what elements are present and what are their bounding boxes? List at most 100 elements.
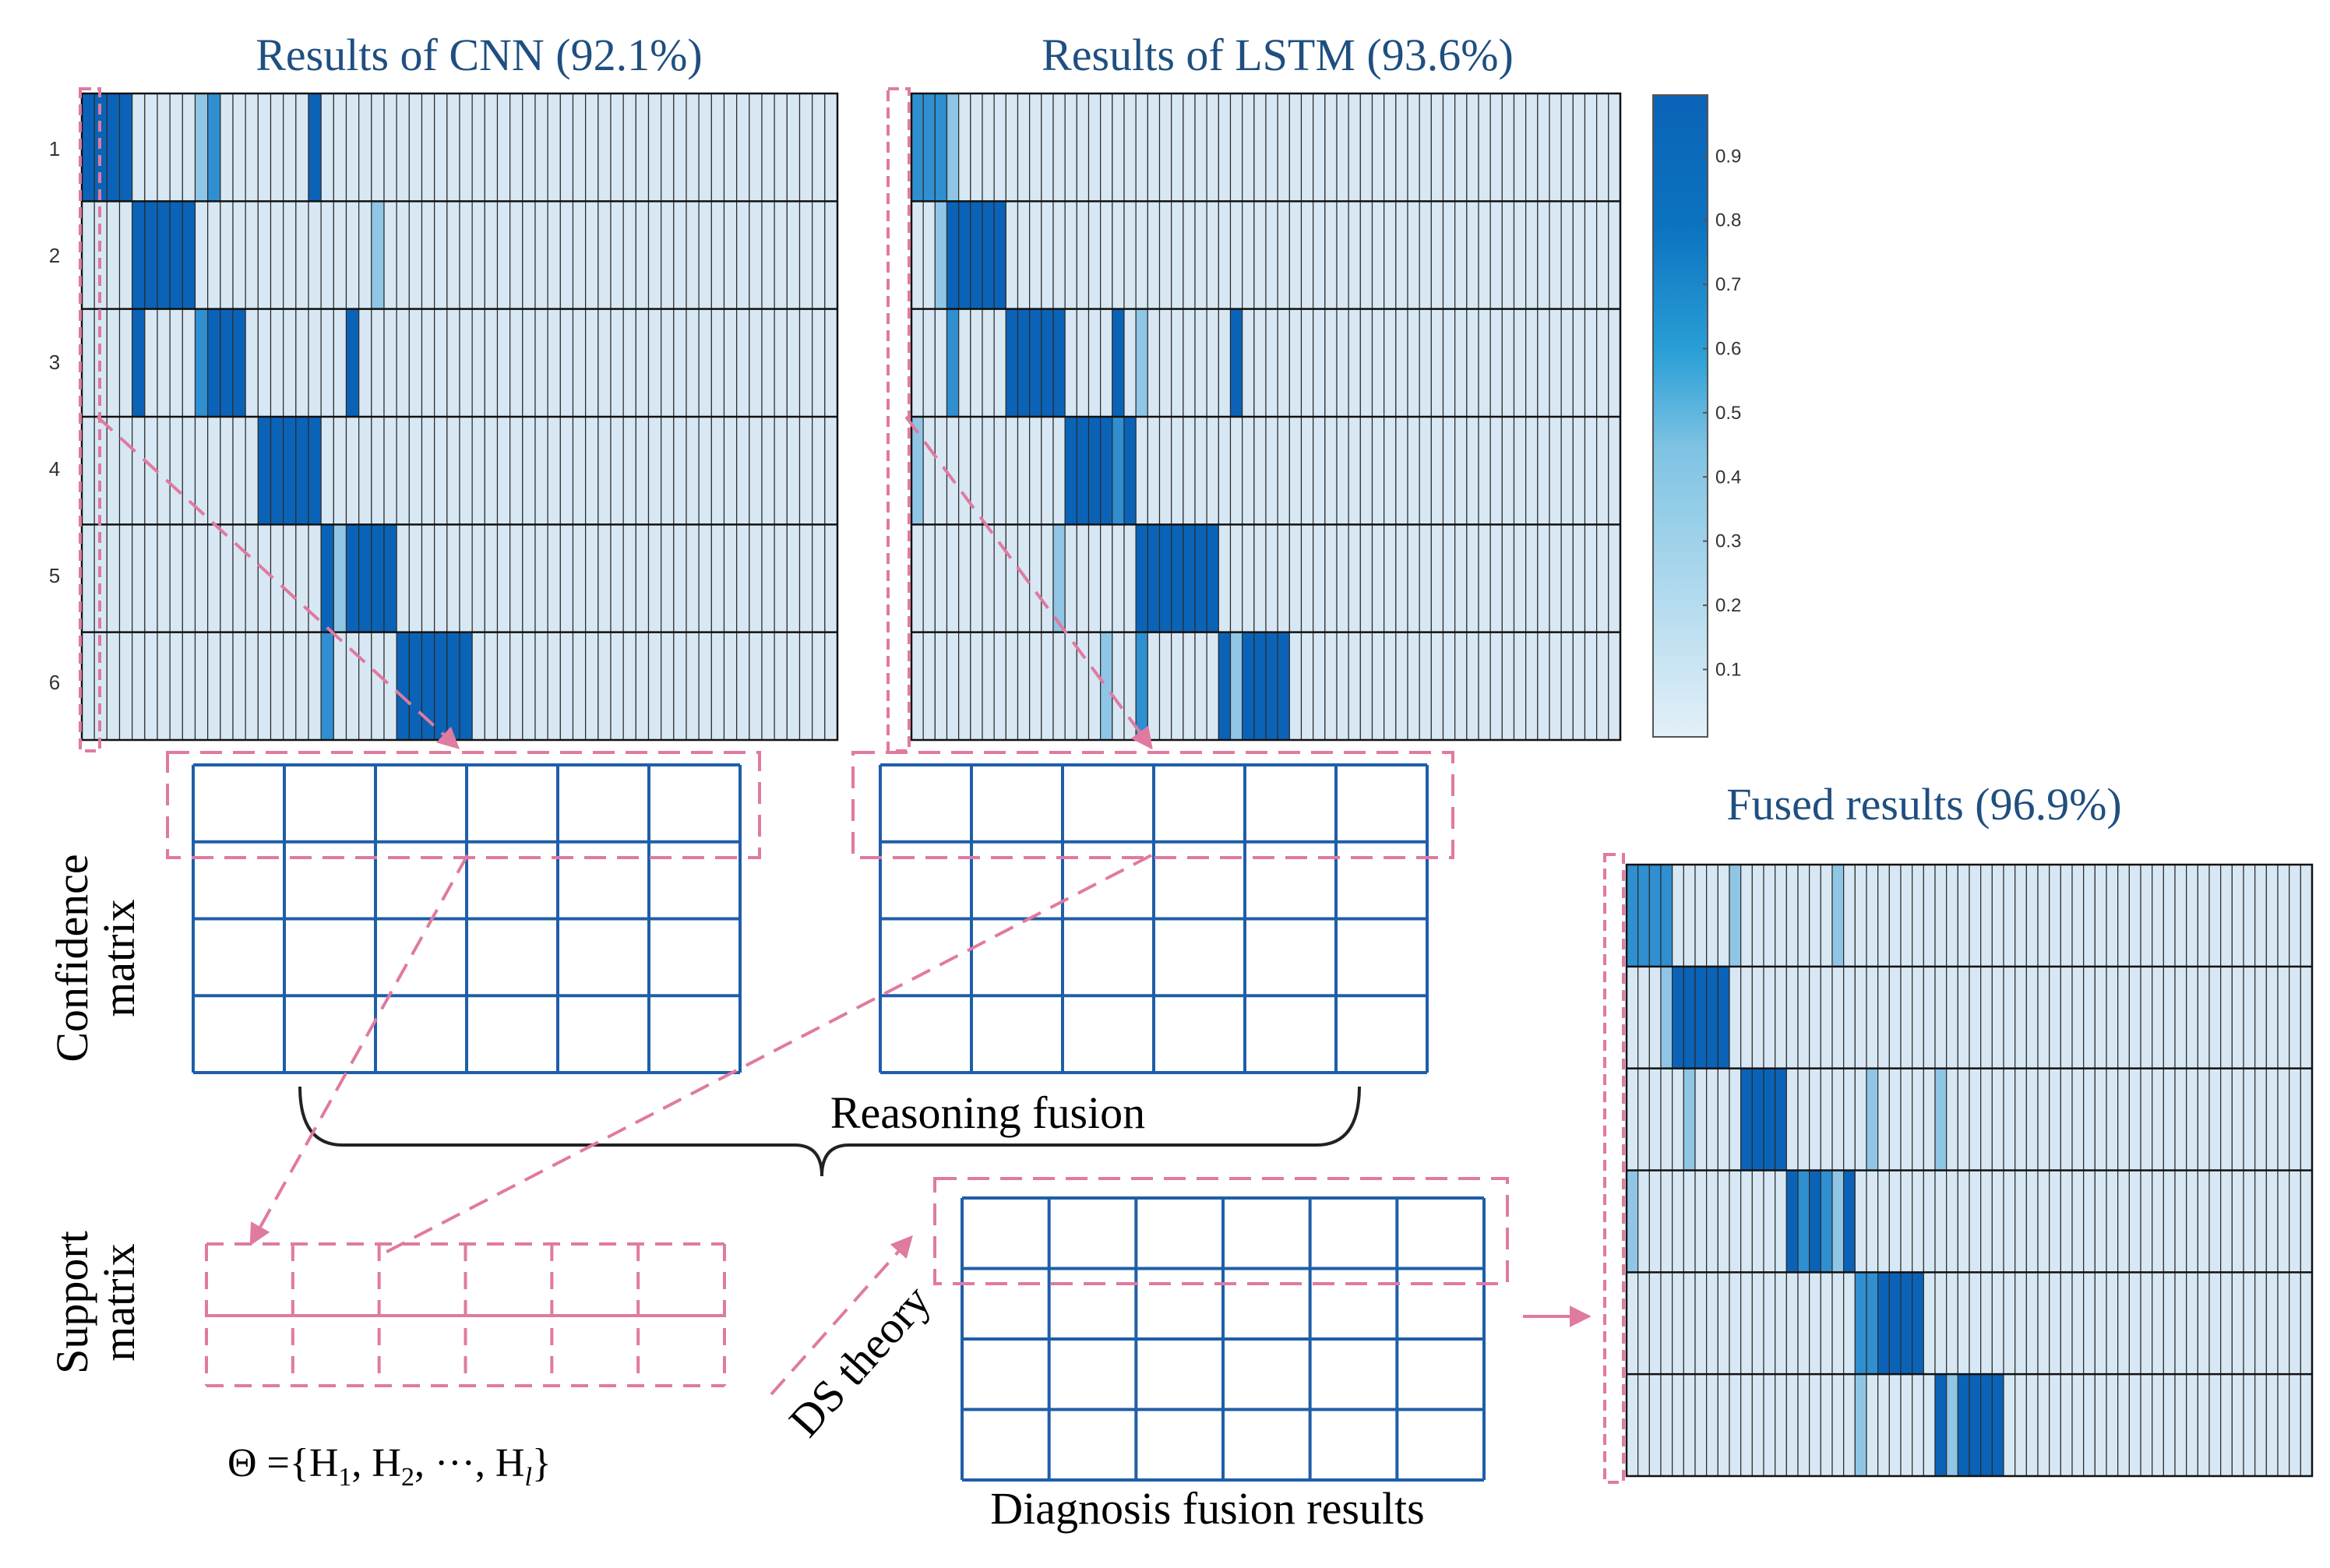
heat-cell bbox=[371, 523, 385, 633]
heat-cell bbox=[723, 416, 738, 525]
heat-cell bbox=[1946, 1068, 1958, 1172]
heat-cell bbox=[509, 308, 523, 418]
heat-cell bbox=[1348, 416, 1361, 525]
heat-cell bbox=[1324, 308, 1338, 418]
heat-cell bbox=[2140, 966, 2153, 1069]
heat-cell bbox=[2300, 1271, 2313, 1375]
heat-cell bbox=[1288, 416, 1302, 525]
heat-cell bbox=[2128, 1169, 2141, 1273]
heat-cell bbox=[1934, 864, 1948, 967]
heat-cell bbox=[408, 632, 423, 741]
heat-cell bbox=[1809, 966, 1821, 1069]
heat-cell bbox=[471, 632, 485, 741]
heat-cell bbox=[824, 523, 838, 633]
heat-cell bbox=[824, 308, 838, 418]
heat-cell bbox=[1478, 632, 1491, 741]
heat-cell bbox=[1957, 1169, 1970, 1273]
heat-cell bbox=[1419, 200, 1432, 310]
heat-cell bbox=[1442, 200, 1456, 310]
heat-cell bbox=[2140, 864, 2153, 967]
heat-cell bbox=[774, 632, 788, 741]
heat-cell bbox=[2003, 864, 2016, 967]
heat-cell bbox=[1877, 864, 1890, 967]
heat-cell bbox=[1348, 308, 1361, 418]
heat-cell bbox=[446, 416, 460, 525]
heat-cell bbox=[673, 416, 687, 525]
heat-cell bbox=[723, 200, 738, 310]
heat-cell bbox=[993, 308, 1006, 418]
fused-heatmap bbox=[1625, 863, 2314, 1478]
heat-cell bbox=[194, 632, 209, 741]
heat-cell bbox=[1694, 1271, 1708, 1375]
heat-cell bbox=[1525, 308, 1539, 418]
heat-cell bbox=[220, 416, 234, 525]
heat-cell bbox=[911, 632, 924, 741]
heat-cell bbox=[1785, 864, 1799, 967]
heat-cell bbox=[1672, 1271, 1684, 1375]
heat-cell bbox=[2140, 1271, 2153, 1375]
heat-cell bbox=[622, 523, 636, 633]
heat-cell bbox=[1489, 416, 1503, 525]
heat-cell bbox=[509, 200, 523, 310]
heat-cell bbox=[1336, 523, 1349, 633]
heat-cell bbox=[559, 308, 574, 418]
heat-cell bbox=[1900, 864, 1913, 967]
heat-cell bbox=[597, 416, 612, 525]
heat-cell bbox=[1041, 416, 1054, 525]
heat-cell bbox=[547, 416, 561, 525]
heat-cell bbox=[1912, 966, 1924, 1069]
heat-cell bbox=[922, 523, 936, 633]
colorbar-tick-label: 0.1 bbox=[1715, 659, 1741, 680]
heat-cell bbox=[1513, 416, 1527, 525]
heat-cell bbox=[647, 416, 662, 525]
heat-cell bbox=[1229, 416, 1243, 525]
heat-cell bbox=[1300, 200, 1314, 310]
heat-cell bbox=[710, 200, 725, 310]
heat-cell bbox=[1957, 1271, 1970, 1375]
heat-cell bbox=[270, 308, 284, 418]
heat-cell bbox=[622, 93, 636, 202]
heat-cell bbox=[1300, 308, 1314, 418]
heat-cell bbox=[2060, 1169, 2073, 1273]
heat-cell bbox=[345, 200, 360, 310]
heat-cell bbox=[661, 200, 675, 310]
heat-cell bbox=[459, 523, 473, 633]
heat-cell bbox=[1348, 93, 1361, 202]
heat-cell bbox=[1478, 200, 1491, 310]
heat-cell bbox=[559, 632, 574, 741]
heat-cell bbox=[522, 632, 536, 741]
heat-cell bbox=[1253, 93, 1267, 202]
colorbar-tick-label: 0.4 bbox=[1715, 467, 1741, 488]
heat-cell bbox=[1900, 1373, 1913, 1477]
heat-cell bbox=[1242, 200, 1255, 310]
heat-cell bbox=[2208, 1169, 2222, 1273]
heat-cell bbox=[345, 308, 360, 418]
heat-cell bbox=[2231, 1169, 2244, 1273]
heat-cell bbox=[2083, 966, 2096, 1069]
heat-cell bbox=[1029, 93, 1042, 202]
heat-cell bbox=[396, 632, 410, 741]
heat-cell bbox=[1501, 523, 1515, 633]
heat-cell bbox=[1946, 1169, 1958, 1273]
heat-cell bbox=[1100, 523, 1113, 633]
heat-cell bbox=[1969, 966, 1982, 1069]
heat-cell bbox=[1912, 1373, 1924, 1477]
fused-title: Fused results (96.9%) bbox=[1726, 779, 2121, 830]
heat-cell bbox=[710, 93, 725, 202]
heat-cell bbox=[2289, 1271, 2301, 1375]
heat-cell bbox=[1183, 523, 1196, 633]
heat-cell bbox=[1419, 632, 1432, 741]
heat-cell bbox=[295, 632, 309, 741]
heat-cell bbox=[1923, 864, 1936, 967]
heat-cell bbox=[182, 632, 196, 741]
heat-cell bbox=[118, 632, 133, 741]
heat-cell bbox=[1683, 1169, 1696, 1273]
heat-cell bbox=[2037, 1169, 2050, 1273]
heat-cell bbox=[1626, 966, 1639, 1069]
heat-cell bbox=[1785, 966, 1799, 1069]
heat-cell bbox=[446, 93, 460, 202]
heat-cell bbox=[1785, 1068, 1799, 1172]
heat-cell bbox=[333, 416, 347, 525]
heat-cell bbox=[572, 308, 587, 418]
heat-cell bbox=[812, 93, 826, 202]
